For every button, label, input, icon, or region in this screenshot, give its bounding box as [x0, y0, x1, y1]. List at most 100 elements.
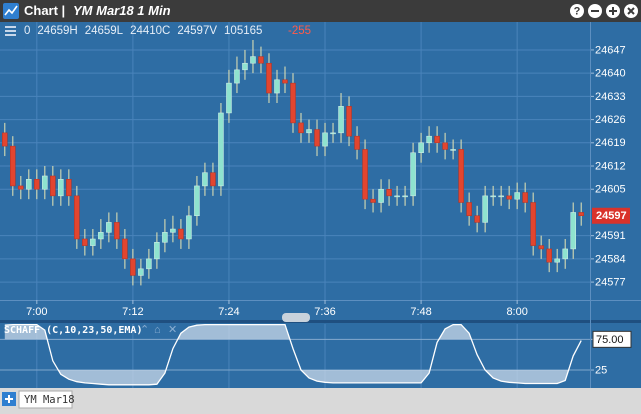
candle-body: [10, 145, 16, 187]
info-field: 0: [24, 25, 30, 37]
help-button[interactable]: [570, 4, 584, 18]
candle-body: [514, 192, 520, 200]
candle-body: [378, 188, 384, 203]
candle-body: [186, 215, 192, 240]
y-tick-label: 24612: [595, 160, 626, 172]
candle-body: [250, 56, 256, 64]
candle-body: [322, 132, 328, 147]
candle-body: [226, 82, 232, 114]
candle-body: [106, 222, 112, 233]
candle-body: [346, 106, 352, 137]
y-tick-label: 24619: [595, 137, 626, 149]
maximize-glyph: [612, 7, 614, 15]
change: -255: [288, 25, 311, 37]
candle-body: [122, 238, 128, 260]
candle-body: [266, 62, 272, 94]
candle-body: [426, 135, 432, 144]
info-field: 105165: [224, 25, 262, 37]
area-above: [4, 324, 472, 340]
y-tick-label: 24577: [595, 276, 626, 288]
candle-body: [410, 152, 416, 197]
axis-border: [590, 22, 591, 388]
window-title: Chart |: [24, 3, 65, 18]
window-controls: ?: [570, 4, 638, 18]
candle-body: [554, 258, 560, 263]
candle-body: [138, 268, 144, 276]
y-tick-label: 24584: [595, 253, 626, 265]
candle-body: [26, 179, 32, 190]
x-tick-label: 7:24: [218, 306, 239, 318]
x-tick-label: 7:00: [26, 306, 47, 318]
candle-body: [434, 135, 440, 144]
menu-line: [5, 34, 16, 36]
candle-body: [490, 195, 496, 198]
indicator-settings[interactable]: ⌂: [154, 324, 161, 336]
panel-separator: [0, 320, 641, 323]
candle-body: [498, 195, 504, 198]
candle-body: [546, 248, 552, 263]
candle-body: [522, 192, 528, 203]
candle-body: [330, 132, 336, 135]
indicator-title: SCHAFF (C,10,23,50,EMA): [4, 325, 142, 336]
candle-body: [290, 82, 296, 124]
candle-body: [442, 142, 448, 150]
candle-body: [314, 129, 320, 147]
y-tick-label: 24591: [595, 230, 626, 242]
indicator-line: [4, 323, 582, 386]
candle-body: [474, 215, 480, 223]
candle-body: [482, 195, 488, 223]
candle-body: [178, 228, 184, 240]
instrument-tab-label: YM Mar18: [24, 394, 75, 406]
candle-body: [98, 232, 104, 240]
candle-body: [2, 132, 8, 147]
menu-icon[interactable]: [5, 26, 16, 36]
candle-body: [570, 212, 576, 250]
candle-body: [394, 195, 400, 198]
candle-body: [194, 185, 200, 217]
y-tick-label: 75.00: [596, 334, 624, 346]
candle-body: [298, 122, 304, 134]
candle-body: [210, 172, 216, 187]
candle-body: [242, 62, 248, 71]
candle-body: [530, 202, 536, 246]
candle-body: [50, 175, 56, 197]
candle-body: [58, 179, 64, 197]
candle-body: [354, 135, 360, 150]
help-glyph: ?: [574, 5, 581, 17]
info-field: 24597V: [177, 25, 217, 37]
instrument-tab[interactable]: [18, 390, 73, 409]
instrument-title: YM Mar18 1 Min: [73, 3, 171, 18]
candle-body: [258, 56, 264, 64]
area-below: [4, 370, 582, 385]
candle-body: [458, 149, 464, 203]
candle-body: [170, 228, 176, 233]
indicator-move[interactable]: ⌃: [140, 324, 149, 336]
close-glyph: [627, 7, 635, 15]
y-tick-label: 24640: [595, 68, 626, 80]
candle-body: [338, 106, 344, 134]
last-price-box: [592, 207, 630, 224]
candle-body: [146, 258, 152, 270]
panel-resize-handle[interactable]: [282, 313, 310, 322]
title-bar: [0, 0, 641, 22]
minimize-glyph: [591, 10, 599, 12]
add-tab-glyph: [5, 395, 13, 403]
candle-body: [202, 172, 208, 187]
app-icon-glyph: [4, 5, 18, 16]
menu-line: [5, 26, 16, 28]
candle-body: [274, 79, 280, 94]
candle-body: [402, 195, 408, 198]
candle-body: [114, 222, 120, 240]
candle-body: [82, 238, 88, 246]
menu-line: [5, 30, 16, 32]
indicator-controls[interactable]: ⌃ ⌂ ✕: [140, 324, 177, 336]
footer-bar: [0, 388, 641, 414]
candle-body: [282, 79, 288, 84]
y-tick-label: 25: [595, 364, 607, 376]
candle-body: [218, 112, 224, 187]
candle-body: [578, 212, 584, 217]
indicator-remove[interactable]: ✕: [168, 324, 177, 336]
last-price-label: 24597: [596, 210, 627, 222]
